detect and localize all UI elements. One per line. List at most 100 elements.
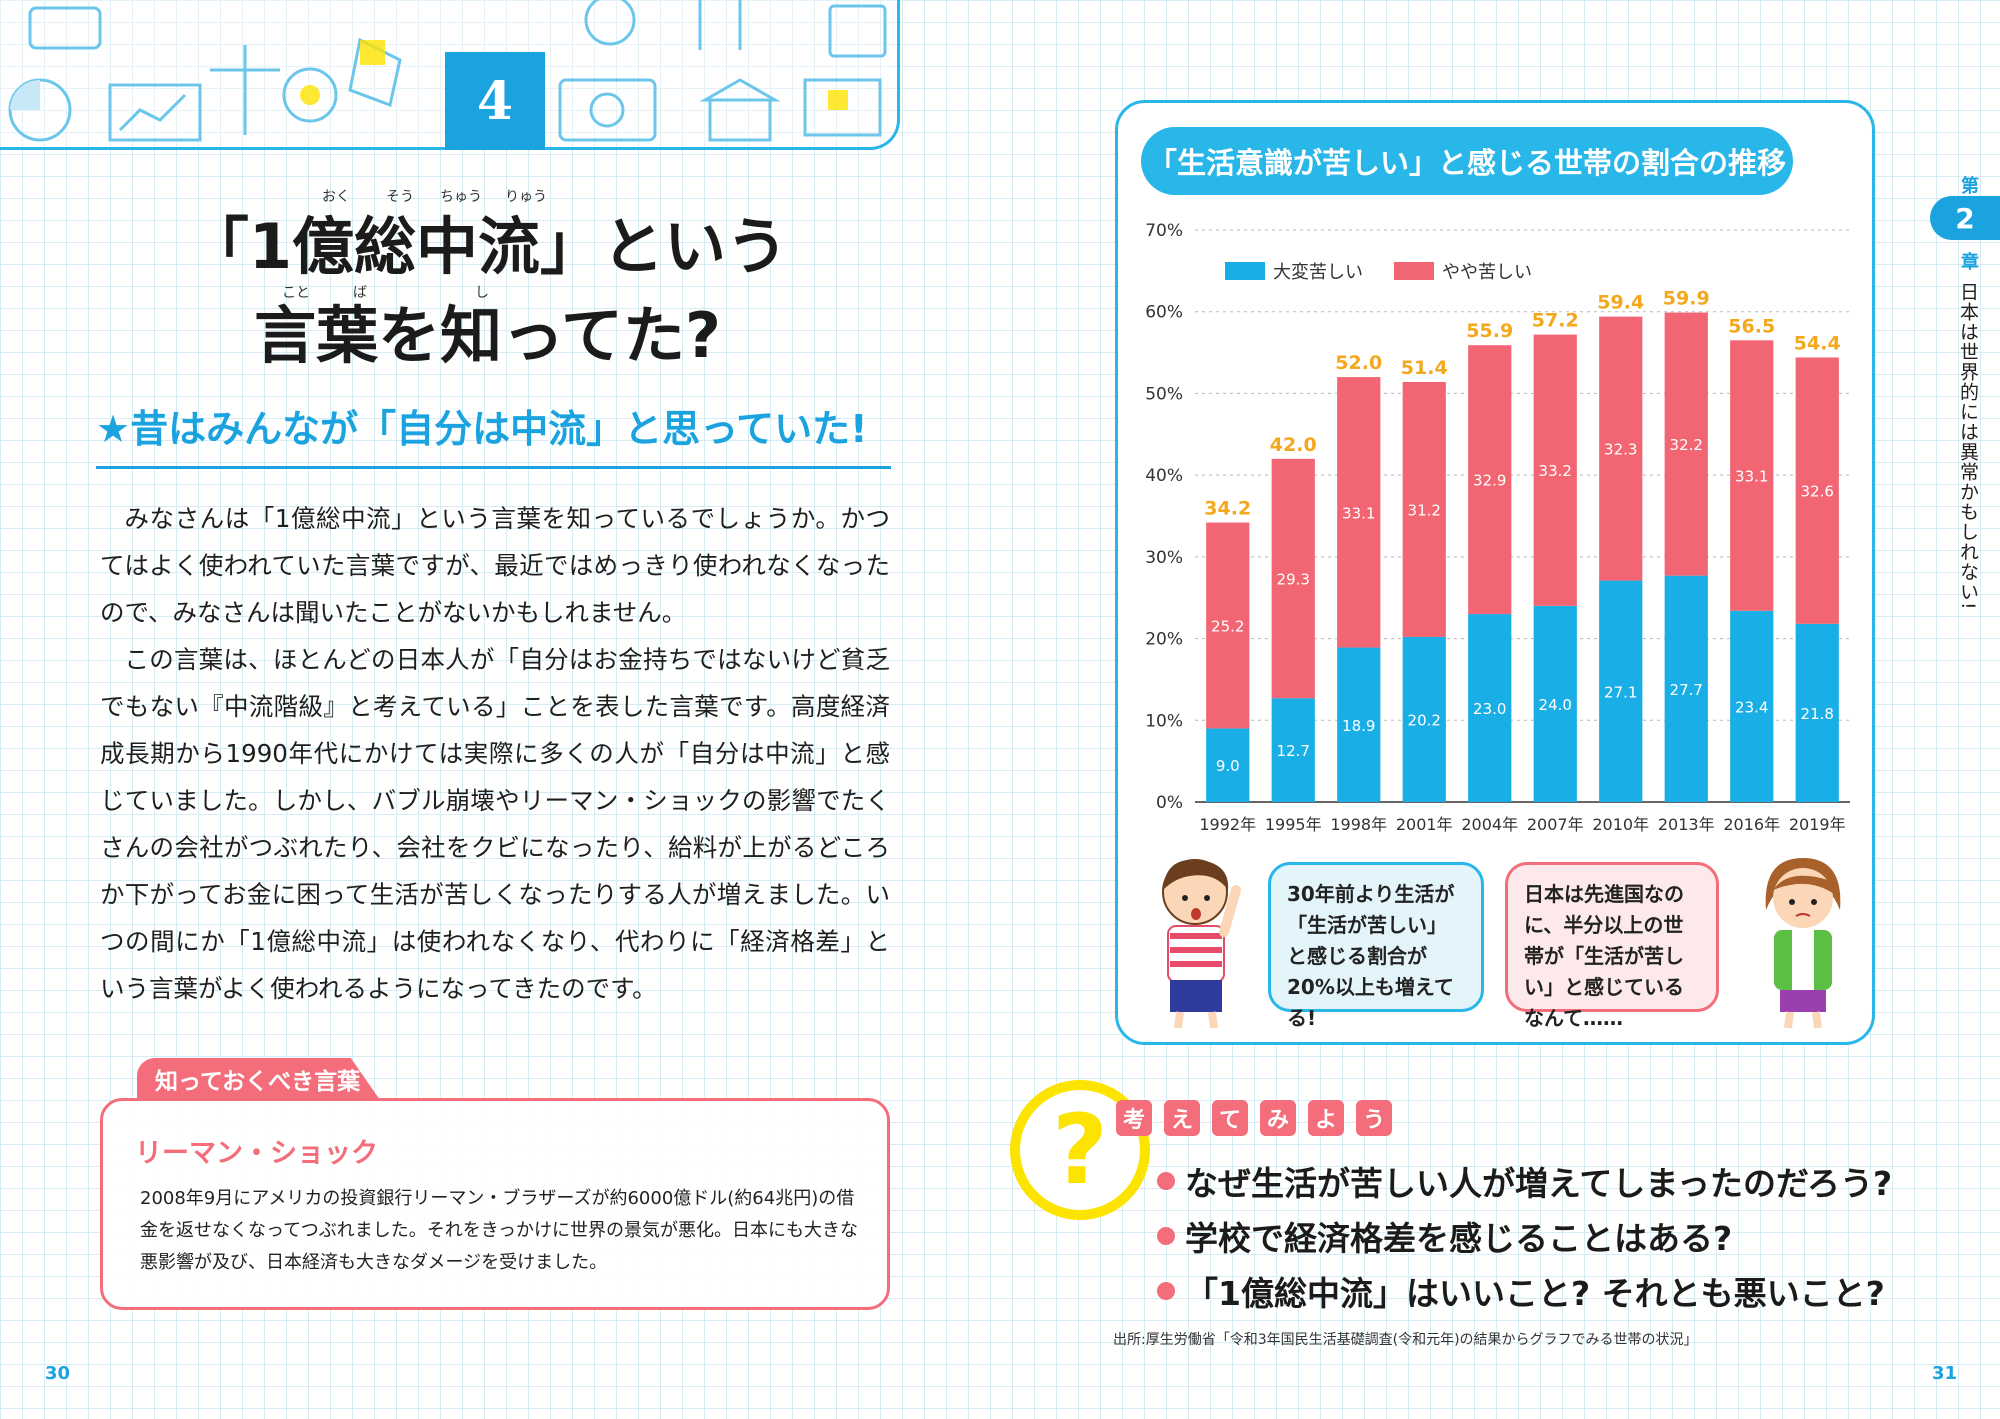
bar-segment-やや苦しい <box>1730 340 1774 611</box>
think-question-1: なぜ生活が苦しい人が増えてしまったのだろう? <box>1157 1157 1892 1205</box>
x-tick-label: 2004年 <box>1461 815 1518 834</box>
think-question-1-text: なぜ生活が苦しい人が増えてしまったのだろう? <box>1185 1164 1893 1203</box>
legend-label: 大変苦しい <box>1273 262 1363 283</box>
bullet-dot-icon <box>1157 1172 1175 1190</box>
total-label: 54.4 <box>1794 332 1841 354</box>
body-text: みなさんは「1億総中流」という言葉を知っているでしょうか。かつてはよく使われてい… <box>100 495 890 1012</box>
bullet-dot-icon <box>1157 1282 1175 1300</box>
think-label-char-1: 考 <box>1116 1100 1152 1136</box>
page-title-line-1: 「1億総中流」という <box>186 210 789 283</box>
data-label: 24.0 <box>1539 696 1572 714</box>
total-label: 55.9 <box>1466 320 1513 342</box>
page-title-line-2: 言葉を知ってた? <box>254 299 721 372</box>
finance-icons-illustration <box>8 0 887 142</box>
data-label: 33.2 <box>1539 462 1572 480</box>
question-mark-icon: ? <box>1052 1094 1108 1206</box>
data-label: 25.2 <box>1211 617 1244 635</box>
data-label: 27.1 <box>1604 683 1637 701</box>
bar-segment-やや苦しい <box>1533 334 1577 606</box>
bar-segment-大変苦しい <box>1468 614 1512 802</box>
x-tick-label: 2013年 <box>1658 815 1715 834</box>
bar-segment-やや苦しい <box>1337 377 1381 648</box>
y-tick-label: 50% <box>1145 384 1183 404</box>
bar-segment-やや苦しい <box>1468 345 1512 615</box>
legend-swatch <box>1225 262 1265 280</box>
bar-segment-大変苦しい <box>1664 575 1708 802</box>
total-label: 57.2 <box>1532 310 1579 332</box>
title-ruby-sou: そう <box>386 189 414 205</box>
subheading-underline <box>96 466 891 469</box>
data-label: 31.2 <box>1408 501 1441 519</box>
speech-bubble-boy: 30年前より生活が「生活が苦しい」と感じる割合が20%以上も増えてる! <box>1268 862 1484 1030</box>
title-ruby-ryuu: りゅう <box>505 189 547 205</box>
bar-segment-やや苦しい <box>1664 312 1708 576</box>
y-tick-label: 60% <box>1145 303 1183 323</box>
y-tick-label: 40% <box>1145 466 1183 486</box>
think-label-char-4: み <box>1260 1100 1296 1136</box>
bar-segment-やや苦しい <box>1206 522 1250 729</box>
think-label-char-5: よ <box>1308 1100 1344 1136</box>
x-tick-label: 2007年 <box>1527 815 1584 834</box>
total-label: 56.5 <box>1728 315 1775 337</box>
boy-character-illustration <box>1162 859 1241 1029</box>
data-label: 9.0 <box>1216 757 1240 775</box>
x-tick-label: 1995年 <box>1265 815 1322 834</box>
chapter-side-suffix: 章 <box>1961 252 1979 273</box>
y-tick-label: 20% <box>1145 630 1183 650</box>
bar-segment-大変苦しい <box>1795 623 1839 802</box>
title-ruby-chuu: ちゅう <box>440 189 482 205</box>
data-label: 20.2 <box>1408 711 1441 729</box>
body-paragraph-2: この言葉は、ほとんどの日本人が「自分はお金持ちではないけど貧乏でもない『中流階級… <box>100 645 890 1003</box>
think-label-char-2: え <box>1164 1100 1200 1136</box>
vocab-term: リーマン・ショック <box>135 1138 378 1169</box>
title-ruby-shi: し <box>475 285 489 301</box>
title-ruby-koto: こと <box>282 285 310 301</box>
chart-title: 「生活意識が苦しい」と感じる世帯の割合の推移 <box>1141 127 1793 195</box>
chapter-number-box: 4 <box>445 52 545 150</box>
legend-swatch <box>1394 262 1434 280</box>
x-tick-label: 2010年 <box>1592 815 1649 834</box>
data-label: 18.9 <box>1342 717 1375 735</box>
think-question-3: 「1億総中流」はいいこと? それとも悪いこと? <box>1157 1267 1885 1315</box>
girl-character-illustration <box>1765 858 1841 1029</box>
title-ruby-oku: おく <box>322 189 350 205</box>
chapter-side-title: 日本は世界的には異常かもしれない! <box>1957 282 1979 611</box>
x-tick-label: 2016年 <box>1723 815 1780 834</box>
data-label: 32.3 <box>1604 441 1637 459</box>
bar-segment-大変苦しい <box>1271 698 1315 802</box>
think-label-char-3: て <box>1212 1100 1248 1136</box>
bar-segment-大変苦しい <box>1206 728 1250 802</box>
bar-segment-大変苦しい <box>1730 610 1774 802</box>
chapter-side-number: 2 <box>1930 196 2000 240</box>
data-label: 23.4 <box>1735 698 1768 716</box>
data-label: 33.1 <box>1342 504 1375 522</box>
body-paragraph-1: みなさんは「1億総中流」という言葉を知っているでしょうか。かつてはよく使われてい… <box>100 504 890 627</box>
y-tick-label: 10% <box>1145 711 1183 731</box>
vocab-definition: 2008年9月にアメリカの投資銀行リーマン・ブラザーズが約6000億ドル(約64… <box>140 1188 859 1273</box>
think-question-2: 学校で経済格差を感じることはある? <box>1157 1212 1732 1260</box>
data-label: 32.9 <box>1473 472 1506 490</box>
section-subheading: ★昔はみんなが「自分は中流」と思っていた! <box>96 407 868 451</box>
bar-segment-大変苦しい <box>1599 580 1643 802</box>
data-label: 12.7 <box>1277 742 1310 760</box>
total-label: 59.9 <box>1663 288 1710 310</box>
page-number-left: 30 <box>45 1363 71 1384</box>
x-tick-label: 2019年 <box>1789 815 1846 834</box>
y-tick-label: 0% <box>1156 793 1183 813</box>
data-label: 33.1 <box>1735 468 1768 486</box>
chapter-side-prefix: 第 <box>1961 176 1979 197</box>
title-ruby-ba: ば <box>353 285 367 301</box>
bar-segment-大変苦しい <box>1402 636 1446 802</box>
bar-segment-やや苦しい <box>1599 316 1643 581</box>
total-label: 59.4 <box>1597 292 1644 314</box>
data-label: 29.3 <box>1277 571 1310 589</box>
y-tick-label: 70% <box>1145 221 1183 241</box>
legend-label: やや苦しい <box>1442 262 1532 283</box>
bar-segment-やや苦しい <box>1402 381 1446 637</box>
x-tick-label: 1998年 <box>1330 815 1387 834</box>
think-label-char-6: う <box>1356 1100 1392 1136</box>
bar-segment-やや苦しい <box>1271 458 1315 699</box>
total-label: 52.0 <box>1335 352 1382 374</box>
bar-segment-やや苦しい <box>1795 357 1839 624</box>
data-label: 21.8 <box>1801 705 1834 723</box>
